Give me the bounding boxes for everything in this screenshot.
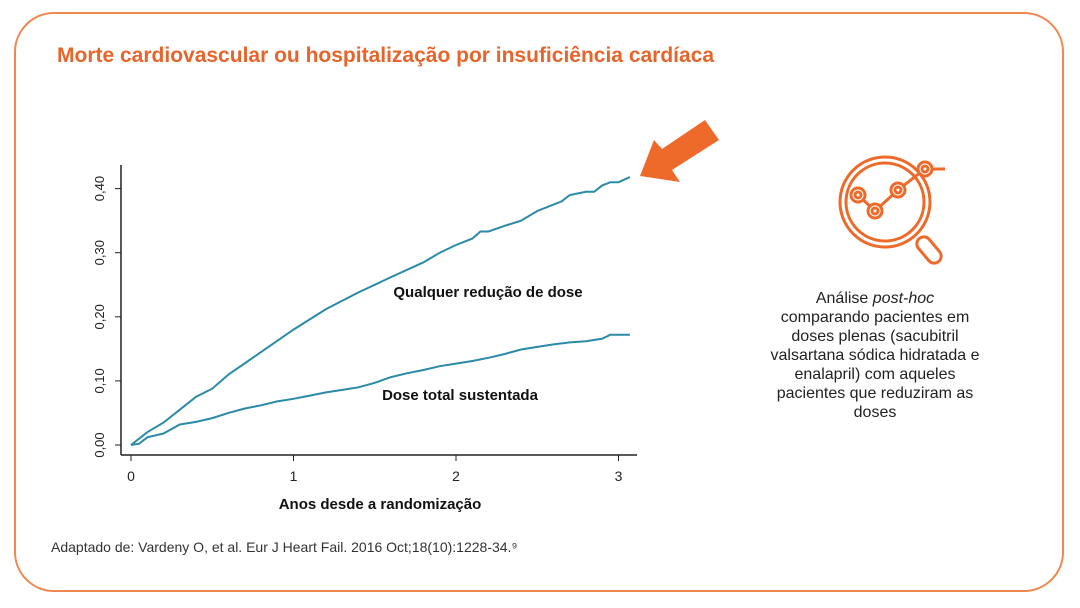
series-line-0 bbox=[130, 176, 631, 446]
magnifier-chart-icon bbox=[838, 155, 945, 265]
x-tick-label: 1 bbox=[290, 468, 298, 484]
x-axis-label: Anos desde a randomização bbox=[278, 496, 482, 513]
side-note-prefix: Análise bbox=[815, 290, 873, 307]
arrow-icon bbox=[640, 120, 719, 182]
series-label-dose-reduction: Qualquer redução de dose bbox=[393, 284, 582, 301]
y-tick-label: 0,10 bbox=[92, 368, 107, 393]
side-note-italic: post-hoc bbox=[872, 290, 935, 307]
y-tick-label: 0,30 bbox=[92, 240, 107, 265]
slide-title: Morte cardiovascular ou hospitalização p… bbox=[57, 44, 715, 67]
y-tick-label: 0,40 bbox=[92, 176, 107, 201]
y-tick-label: 0,20 bbox=[92, 304, 107, 329]
series-label-full-dose: Dose total sustentada bbox=[382, 387, 539, 404]
series-line-1 bbox=[130, 333, 630, 446]
x-tick-label: 3 bbox=[615, 468, 623, 484]
source-citation: Adaptado de: Vardeny O, et al. Eur J Hea… bbox=[51, 539, 518, 555]
x-tick-label: 0 bbox=[127, 468, 135, 484]
side-note-body: comparando pacientes em doses plenas (sa… bbox=[770, 309, 980, 421]
slide-border bbox=[14, 12, 1064, 592]
x-tick-label: 2 bbox=[452, 468, 460, 484]
side-note: Análise post-hoc comparando pacientes em… bbox=[760, 289, 990, 422]
y-tick-label: 0,00 bbox=[92, 432, 107, 457]
